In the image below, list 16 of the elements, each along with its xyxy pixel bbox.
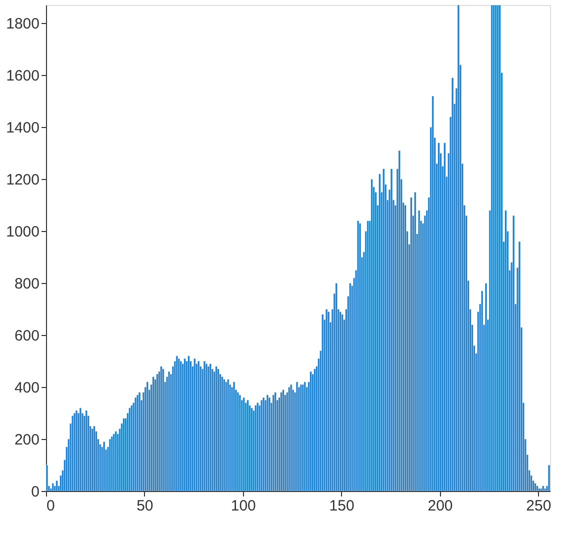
y-tick-label: 1200: [6, 172, 40, 189]
x-tick-label: 0: [46, 498, 55, 514]
x-tick-label: 150: [329, 498, 354, 514]
y-tick-label: 1000: [6, 224, 40, 241]
y-tick-label: 1600: [6, 68, 40, 85]
x-tick-label: 50: [136, 498, 154, 514]
x-tick-label: 100: [230, 498, 256, 514]
x-tick-label: 250: [526, 498, 552, 514]
y-tick-label: 200: [14, 432, 40, 449]
y-tick-label: 0: [31, 484, 40, 500]
y-tick-label: 800: [14, 276, 40, 293]
y-tick-label: 1800: [6, 16, 40, 33]
y-tick-label: 600: [14, 328, 40, 345]
y-tick-label: 400: [14, 380, 40, 397]
y-tick-label: 1400: [6, 120, 40, 137]
x-tick-label: 200: [428, 498, 453, 514]
